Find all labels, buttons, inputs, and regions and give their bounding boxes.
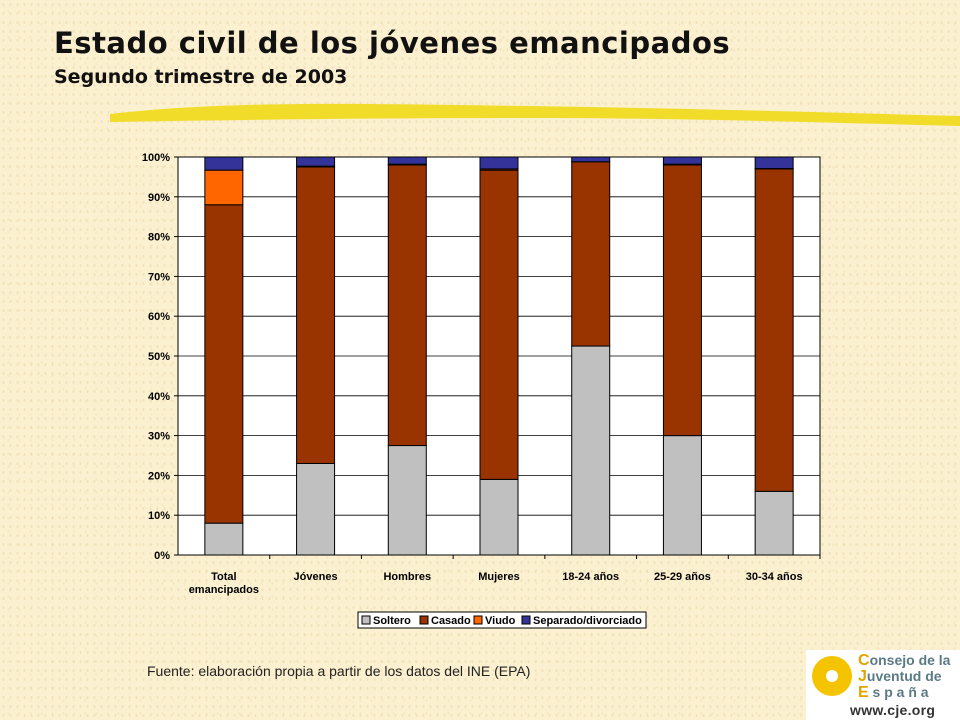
y-tick-label: 40%: [148, 391, 170, 403]
bar-segment-casado: [662, 164, 702, 437]
y-tick-label: 100%: [142, 152, 170, 164]
bar-segment-soltero: [571, 345, 611, 556]
x-tick-label: Hombres: [383, 571, 431, 583]
bar-segment-casado: [296, 166, 336, 464]
page-subtitle: Segundo trimestre de 2003: [54, 66, 348, 88]
bar-segment-separado-divorciado: [387, 156, 427, 165]
legend-swatch: [473, 615, 483, 625]
bar-segment-separado-divorciado: [571, 156, 611, 163]
logo-url: www.cje.org: [850, 702, 936, 718]
bar-segment-soltero: [754, 490, 794, 556]
logo-line-1: Consejo de la: [858, 652, 951, 669]
logo-line-2: Juventud de: [858, 668, 942, 685]
bar-segment-soltero: [204, 522, 244, 556]
bar-segment-viudo: [204, 169, 244, 206]
cje-logo: Consejo de la Juventud de E s p a ñ a ww…: [806, 650, 960, 720]
y-tick-label: 20%: [148, 470, 170, 482]
legend-box: [357, 611, 647, 629]
page-title: Estado civil de los jóvenes emancipados: [54, 26, 731, 60]
bar-segment-soltero: [662, 435, 702, 556]
bar-segment-soltero: [479, 478, 519, 556]
x-tick-label: 18-24 años: [562, 571, 619, 583]
y-tick-label: 80%: [148, 232, 170, 244]
legend-swatch: [361, 615, 371, 625]
y-tick-label: 70%: [148, 271, 170, 283]
y-tick-label: 60%: [148, 311, 170, 323]
bar-segment-casado: [754, 168, 794, 492]
highlighter-stroke-decoration: [110, 103, 960, 126]
bar-segment-casado: [387, 164, 427, 447]
x-tick-label: Mujeres: [478, 571, 520, 583]
y-tick-label: 90%: [148, 192, 170, 204]
logo-line-3: E s p a ñ a: [858, 684, 929, 701]
y-tick-label: 10%: [148, 510, 170, 522]
legend-label: Separado/divorciado: [533, 615, 642, 627]
bar-segment-casado: [204, 204, 244, 524]
legend-label: Viudo: [485, 615, 516, 627]
bar-segment-separado-divorciado: [296, 156, 336, 167]
y-tick-label: 50%: [148, 351, 170, 363]
bar-segment-soltero: [387, 445, 427, 556]
x-tick-label: 25-29 años: [654, 571, 711, 583]
legend-swatch: [521, 615, 531, 625]
bar-segment-separado-divorciado: [754, 156, 794, 170]
sun-logo-icon: [812, 656, 852, 696]
y-tick-label: 30%: [148, 431, 170, 443]
x-tick-label: Jóvenes: [294, 571, 338, 583]
legend-swatch: [419, 615, 429, 625]
y-tick-label: 0%: [154, 550, 170, 562]
x-tick-label: 30-34 años: [746, 571, 803, 583]
legend-label: Soltero: [373, 615, 411, 627]
bar-segment-casado: [571, 161, 611, 347]
legend-label: Casado: [431, 615, 471, 627]
bar-segment-casado: [479, 169, 519, 480]
bar-segment-soltero: [296, 462, 336, 556]
source-note: Fuente: elaboración propia a partir de l…: [147, 663, 531, 679]
bar-segment-separado-divorciado: [204, 156, 244, 171]
bar-segment-separado-divorciado: [479, 156, 519, 170]
x-tick-label: Total emancipados: [189, 571, 259, 596]
bar-segment-separado-divorciado: [662, 156, 702, 165]
